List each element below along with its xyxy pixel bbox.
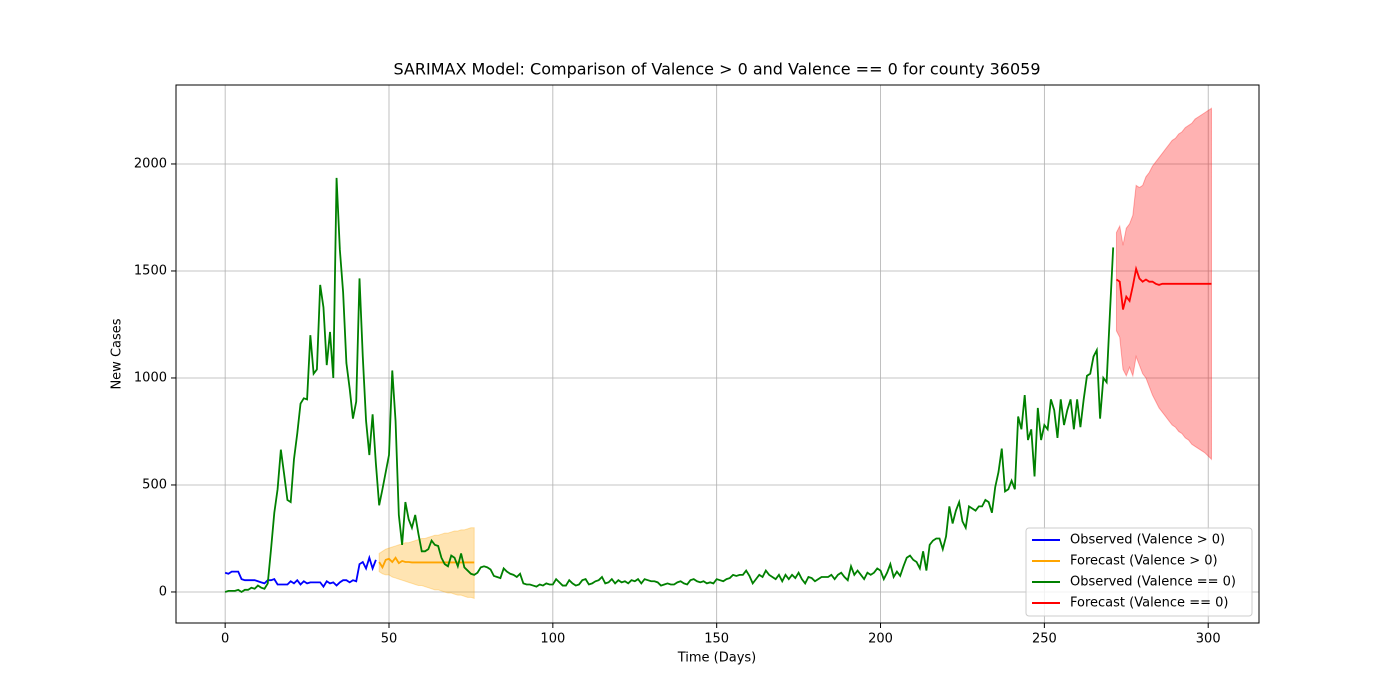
y-tick-label: 500 [142,477,167,492]
x-tick-label: 100 [540,632,565,647]
x-tick-label: 200 [868,632,893,647]
legend-label: Observed (Valence > 0) [1070,533,1225,548]
x-tick-label: 150 [704,632,729,647]
legend-label: Forecast (Valence == 0) [1070,596,1228,611]
legend-label: Observed (Valence == 0) [1070,575,1236,590]
x-tick-label: 0 [221,632,229,647]
legend-label: Forecast (Valence > 0) [1070,554,1218,569]
series-line [224,554,377,589]
series-line [224,177,1115,594]
y-tick-label: 2000 [134,156,167,171]
y-axis-label: New Cases [110,318,125,389]
legend-box [1025,527,1253,617]
x-tick-label: 50 [381,632,398,647]
plot-frame [175,84,1260,624]
y-tick-label: 1500 [134,263,167,278]
x-tick-label: 300 [1196,632,1221,647]
y-tick-label: 0 [159,584,167,599]
series-line [1115,265,1212,310]
y-tick-label: 1000 [134,370,167,385]
x-axis-label: Time (Days) [677,651,757,666]
x-tick-label: 250 [1032,632,1057,647]
chart-title: SARIMAX Model: Comparison of Valence > 0… [393,60,1040,79]
